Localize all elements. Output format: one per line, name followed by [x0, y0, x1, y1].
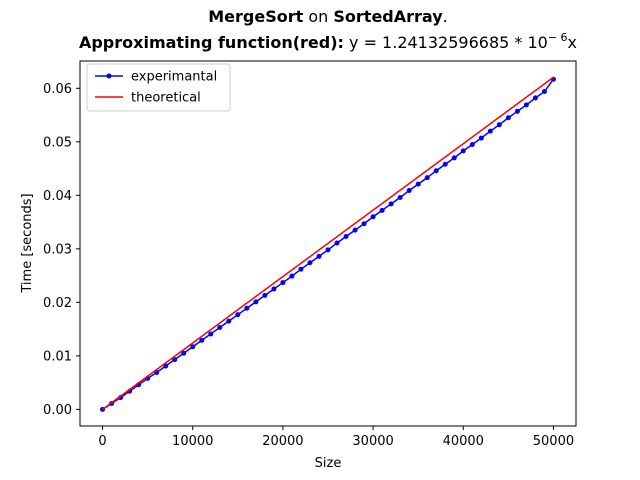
title-exponent: − 6	[548, 31, 568, 44]
data-point-experimental	[406, 188, 412, 194]
data-point-experimental	[244, 305, 250, 311]
data-point-experimental	[253, 299, 259, 305]
data-point-experimental	[433, 168, 439, 174]
legend-marker-experimental	[106, 73, 112, 79]
data-point-experimental	[415, 181, 421, 187]
x-tick-label: 0	[98, 434, 106, 449]
data-point-experimental	[226, 318, 232, 324]
y-tick-label: 0.01	[43, 349, 72, 364]
data-point-experimental	[190, 344, 196, 350]
data-point-experimental	[181, 350, 187, 356]
data-point-experimental	[217, 325, 223, 331]
series-line-theoretical	[102, 76, 554, 411]
data-point-experimental	[316, 253, 322, 259]
y-axis-label: Time [seconds]	[20, 193, 35, 293]
x-axis-ticks: 0 10000 20000 30000 40000 50000	[98, 426, 574, 449]
data-point-experimental	[271, 286, 277, 292]
title-period: .	[443, 7, 448, 26]
legend: experimantal theoretical	[86, 63, 231, 112]
y-tick-label: 0.05	[43, 135, 72, 150]
title-line-1: MergeSort on SortedArray.	[208, 7, 448, 26]
data-point-experimental	[541, 89, 547, 95]
data-point-experimental	[235, 312, 241, 318]
series-layer	[79, 60, 577, 427]
x-tick-label: 50000	[533, 434, 574, 449]
title-input: SortedArray	[333, 7, 443, 26]
data-point-experimental	[289, 273, 295, 279]
legend-label-theoretical: theoretical	[131, 91, 201, 106]
x-tick-label: 10000	[172, 434, 213, 449]
x-tick-label: 20000	[262, 434, 303, 449]
x-tick-label: 30000	[352, 434, 393, 449]
data-point-experimental	[397, 194, 403, 200]
data-point-experimental	[370, 214, 376, 220]
y-tick-label: 0.04	[43, 189, 72, 204]
data-point-experimental	[460, 148, 466, 154]
data-point-experimental	[388, 201, 394, 207]
title-algorithm: MergeSort	[208, 7, 303, 26]
data-point-experimental	[532, 95, 538, 101]
title-approx-label: Approximating function(red):	[79, 33, 344, 52]
data-point-experimental	[487, 128, 493, 134]
y-tick-label: 0.02	[43, 296, 72, 311]
y-tick-label: 0.03	[43, 242, 72, 257]
data-point-experimental	[514, 108, 520, 114]
chart-title: MergeSort on SortedArray. Approximating …	[79, 7, 577, 52]
plot-frame	[79, 60, 577, 427]
data-point-experimental	[334, 240, 340, 246]
data-point-experimental	[451, 155, 457, 161]
data-point-experimental	[505, 115, 511, 121]
title-formula-end: x	[568, 33, 577, 52]
data-point-experimental	[163, 363, 169, 369]
data-point-experimental	[496, 122, 502, 128]
data-point-experimental	[361, 221, 367, 227]
y-axis-ticks: 0.00 0.01 0.02 0.03 0.04 0.05 0.06	[43, 82, 80, 418]
data-point-experimental	[262, 292, 268, 298]
data-point-experimental	[352, 227, 358, 233]
x-tick-label: 40000	[443, 434, 484, 449]
data-point-experimental	[442, 161, 448, 167]
data-point-experimental	[523, 102, 529, 108]
data-point-experimental	[343, 234, 349, 240]
data-point-experimental	[424, 175, 430, 181]
data-point-experimental	[478, 135, 484, 141]
data-point-experimental	[325, 247, 331, 253]
title-line-2: Approximating function(red): y = 1.24132…	[79, 31, 577, 52]
data-point-experimental	[172, 357, 178, 363]
data-point-experimental	[298, 266, 304, 272]
data-point-experimental	[208, 331, 214, 337]
title-on: on	[303, 7, 333, 26]
data-point-experimental	[280, 280, 286, 286]
x-axis-label: Size	[315, 456, 342, 471]
title-formula: y = 1.24132596685 * 10	[344, 33, 548, 52]
data-point-experimental	[307, 260, 313, 266]
data-point-experimental	[469, 141, 475, 147]
data-point-experimental	[199, 337, 205, 343]
data-point-experimental	[379, 207, 385, 213]
y-tick-label: 0.00	[43, 403, 72, 418]
y-tick-label: 0.06	[43, 82, 72, 97]
legend-label-experimental: experimantal	[131, 70, 217, 85]
